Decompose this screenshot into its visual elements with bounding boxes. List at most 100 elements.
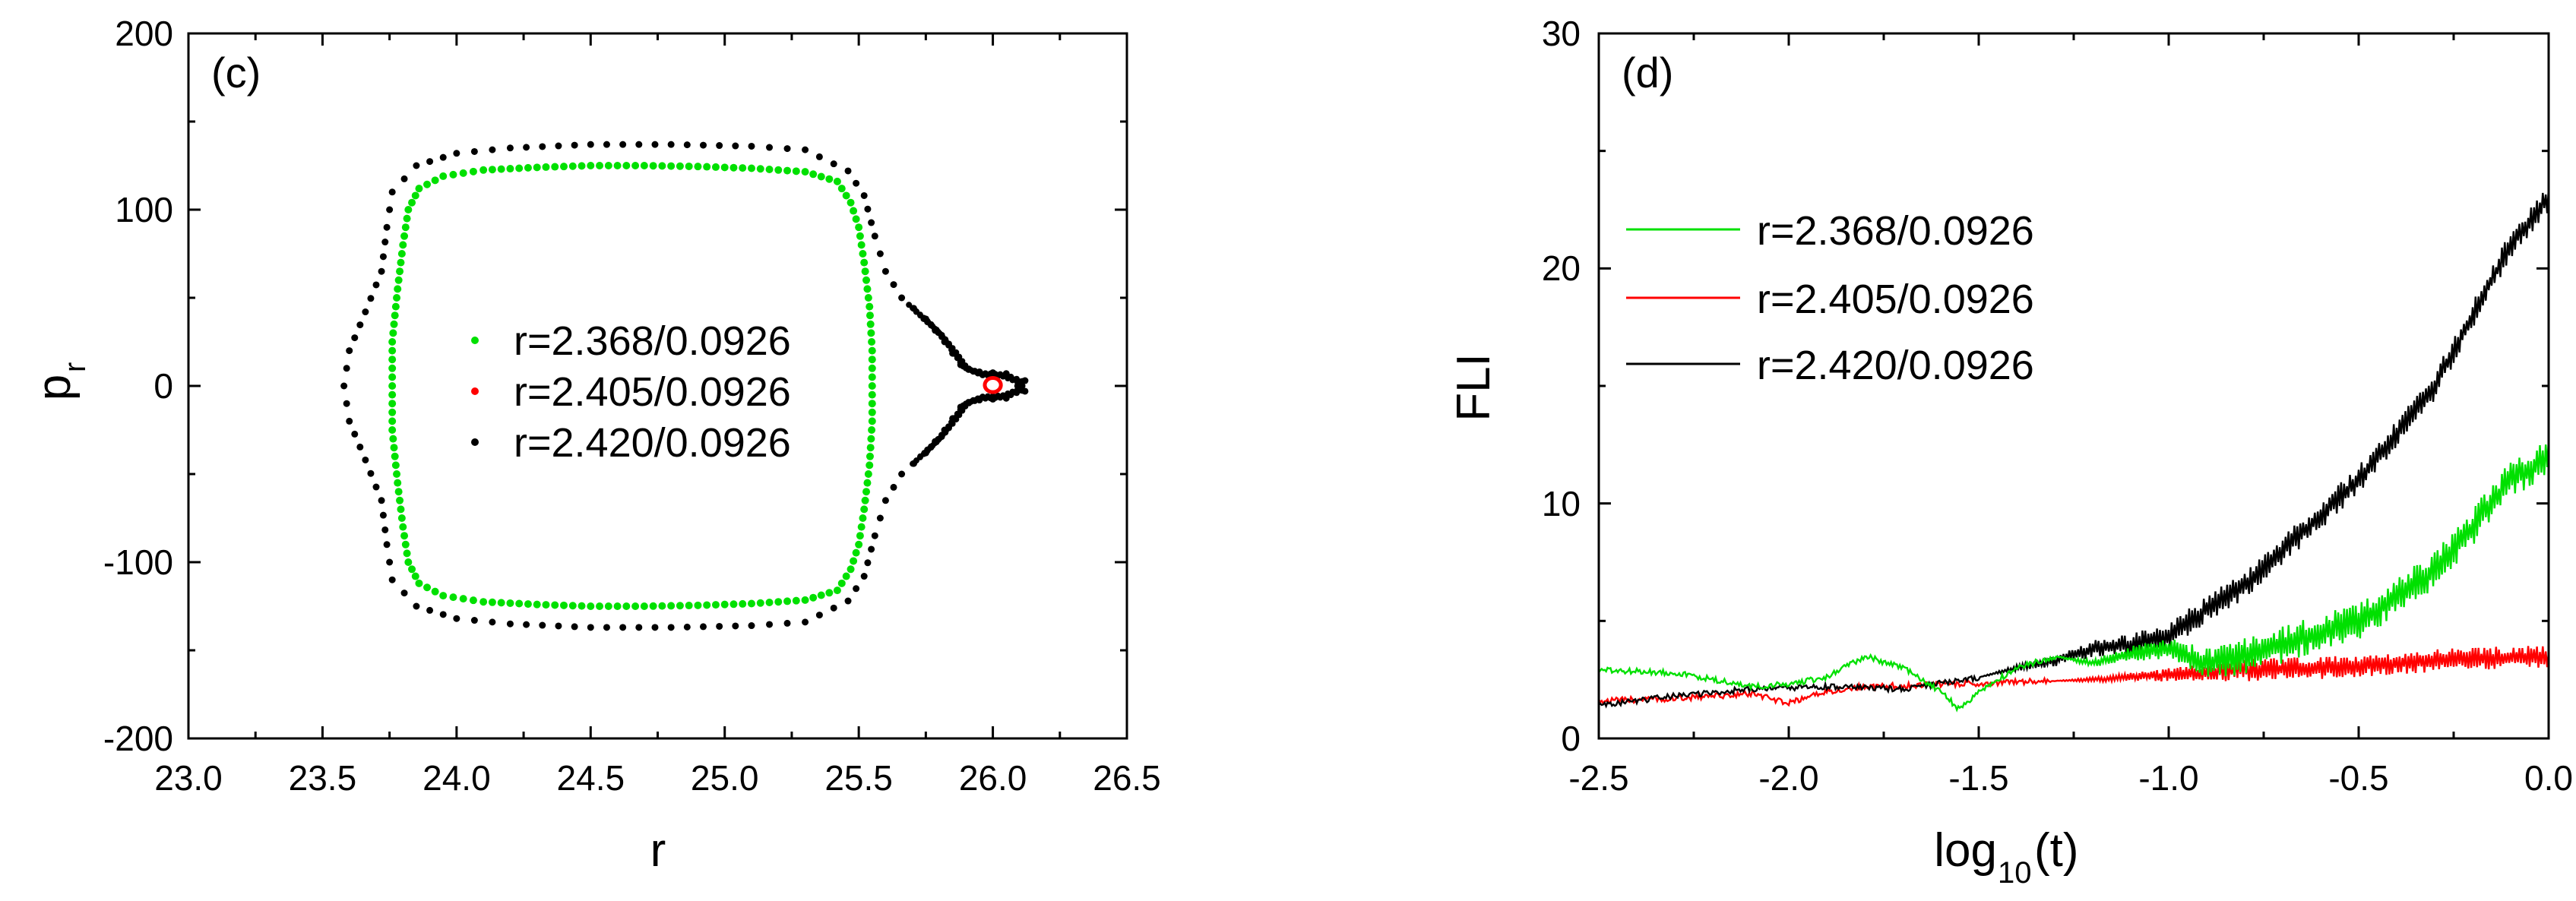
d-ytick-label: 20 [1542, 248, 1581, 288]
c-point-green [720, 600, 729, 609]
c-point-green [748, 599, 755, 608]
c-point-green [388, 382, 397, 390]
c-point-black [871, 532, 878, 539]
c-point-green [694, 601, 702, 609]
c-point-black [949, 420, 956, 427]
c-point-green [542, 601, 550, 609]
c-point-green [868, 426, 876, 434]
c-point-black [372, 483, 380, 491]
c-point-green [394, 276, 403, 284]
c-point-green [825, 175, 834, 183]
c-point-black [346, 347, 353, 355]
c-point-black [667, 141, 675, 148]
c-point-black [970, 368, 976, 375]
c-point-green [868, 400, 876, 408]
c-point-green [390, 444, 398, 452]
c-point-black [864, 205, 872, 213]
c-point-green [401, 223, 410, 232]
c-point-black [489, 146, 496, 153]
c-point-green [394, 488, 403, 496]
c-point-green [479, 166, 488, 174]
panel-c-ticks [187, 32, 1128, 740]
c-point-green [825, 589, 834, 597]
c-point-green [388, 400, 397, 408]
c-point-green [765, 166, 774, 174]
c-point-black [683, 141, 691, 149]
c-point-green [694, 163, 702, 171]
c-point-green [388, 408, 397, 416]
c-point-black [876, 514, 884, 522]
c-point-black [523, 621, 530, 628]
c-point-green [868, 417, 876, 425]
c-point-green [459, 169, 467, 177]
c-point-green [852, 215, 860, 223]
c-point-black [917, 453, 924, 460]
c-xtick-label: 23.5 [289, 758, 357, 798]
c-point-black [999, 392, 1006, 399]
c-point-green [469, 596, 477, 605]
c-point-green [560, 601, 568, 609]
c-point-green [863, 285, 872, 293]
c-point-green [396, 267, 404, 276]
c-point-green [551, 601, 559, 609]
c-point-green [850, 207, 858, 215]
c-point-black [830, 160, 837, 168]
c-point-black [413, 162, 420, 169]
c-point-green [676, 602, 684, 610]
c-point-black [868, 219, 875, 226]
panel-d-marks [1599, 188, 2549, 713]
c-point-green [604, 602, 612, 610]
panel-d-ticks [1597, 32, 2550, 740]
panel-c-marks [340, 141, 1029, 631]
c-point-black [539, 621, 546, 629]
panel-d-frame [1597, 32, 2550, 740]
c-point-green [403, 549, 411, 558]
c-point-green [868, 373, 876, 381]
c-point-green [459, 595, 467, 603]
c-point-black [400, 590, 408, 597]
c-point-green [596, 602, 604, 610]
c-y-axis-label-main: p [28, 375, 81, 400]
c-point-green [391, 452, 399, 460]
c-point-black [555, 142, 562, 150]
c-point-green [756, 599, 764, 607]
c-point-black [619, 624, 627, 631]
c-point-black [383, 541, 391, 549]
c-point-black [913, 308, 919, 315]
c-point-green [631, 602, 640, 610]
c-point-black [716, 622, 723, 630]
c-point-green [389, 435, 397, 443]
c-point-black [945, 425, 952, 432]
c-point-black [381, 526, 389, 533]
c-point-green [515, 164, 524, 172]
c-point-black [340, 382, 348, 390]
c-point-black [699, 623, 707, 631]
c-point-green [411, 572, 419, 580]
c-point-green [423, 583, 432, 592]
c-ytick-label: 100 [115, 190, 173, 229]
c-point-black [962, 362, 969, 369]
c-point-black [956, 412, 963, 419]
c-point-black [453, 150, 460, 157]
c-point-green [388, 338, 397, 346]
c-point-black [351, 430, 359, 438]
c-point-green [506, 165, 514, 173]
c-point-green [469, 167, 477, 175]
c-point-green [397, 505, 405, 514]
c-point-green [397, 514, 406, 522]
c-point-green [866, 444, 875, 452]
c-ytick-label: 200 [115, 14, 173, 53]
d-y-axis-label: FLI [1448, 353, 1500, 422]
c-point-black [853, 585, 860, 593]
c-point-black [378, 497, 385, 504]
c-point-green [859, 250, 867, 258]
c-legend-label: r=2.420/0.0926 [514, 420, 791, 466]
c-point-black [351, 334, 359, 342]
c-point-black [876, 250, 884, 258]
c-point-black [1014, 387, 1021, 394]
c-point-green [390, 320, 398, 328]
c-point-black [942, 429, 949, 436]
c-point-black [910, 460, 916, 467]
d-x-axis-label-subscript: 10 [1998, 856, 2032, 890]
c-point-green [868, 382, 876, 390]
